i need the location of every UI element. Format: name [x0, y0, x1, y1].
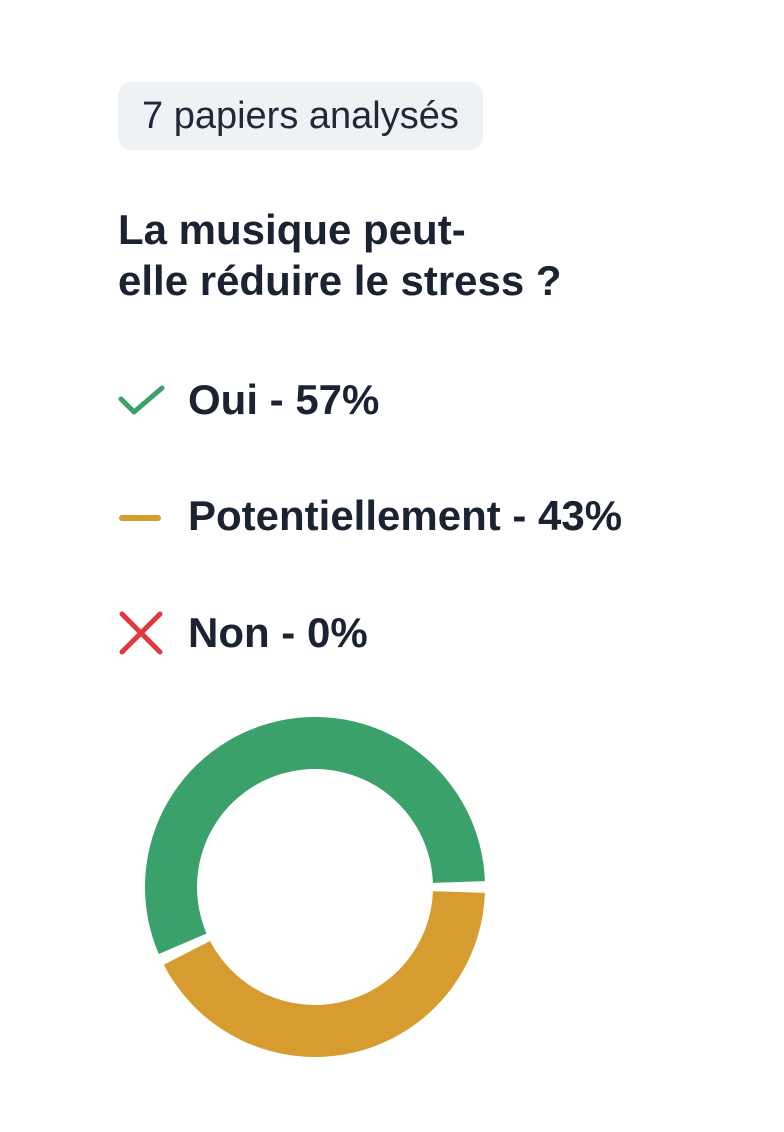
dash-icon — [118, 491, 168, 541]
question-line-1: La musique peut- — [118, 206, 466, 253]
papers-count-badge: 7 papiers analysés — [118, 82, 483, 150]
answer-non: Non - 0% — [118, 603, 368, 663]
answer-non-label: Non - 0% — [188, 609, 368, 656]
answer-potentiellement: Potentiellement - 43% — [118, 486, 622, 546]
question-title: La musique peut- elle réduire le stress … — [118, 204, 678, 306]
donut-slice-potentiellement — [163, 891, 485, 1057]
cross-icon — [118, 608, 168, 658]
answer-potentiellement-label: Potentiellement - 43% — [188, 492, 623, 539]
answer-oui-label: Oui - 57% — [188, 376, 380, 423]
papers-count-label: 7 papiers analysés — [142, 94, 459, 137]
answer-oui: Oui - 57% — [118, 370, 379, 430]
donut-slice-oui — [145, 717, 485, 954]
question-line-2: elle réduire le stress ? — [118, 257, 562, 304]
results-donut-chart — [145, 717, 485, 1057]
check-icon — [118, 375, 168, 425]
